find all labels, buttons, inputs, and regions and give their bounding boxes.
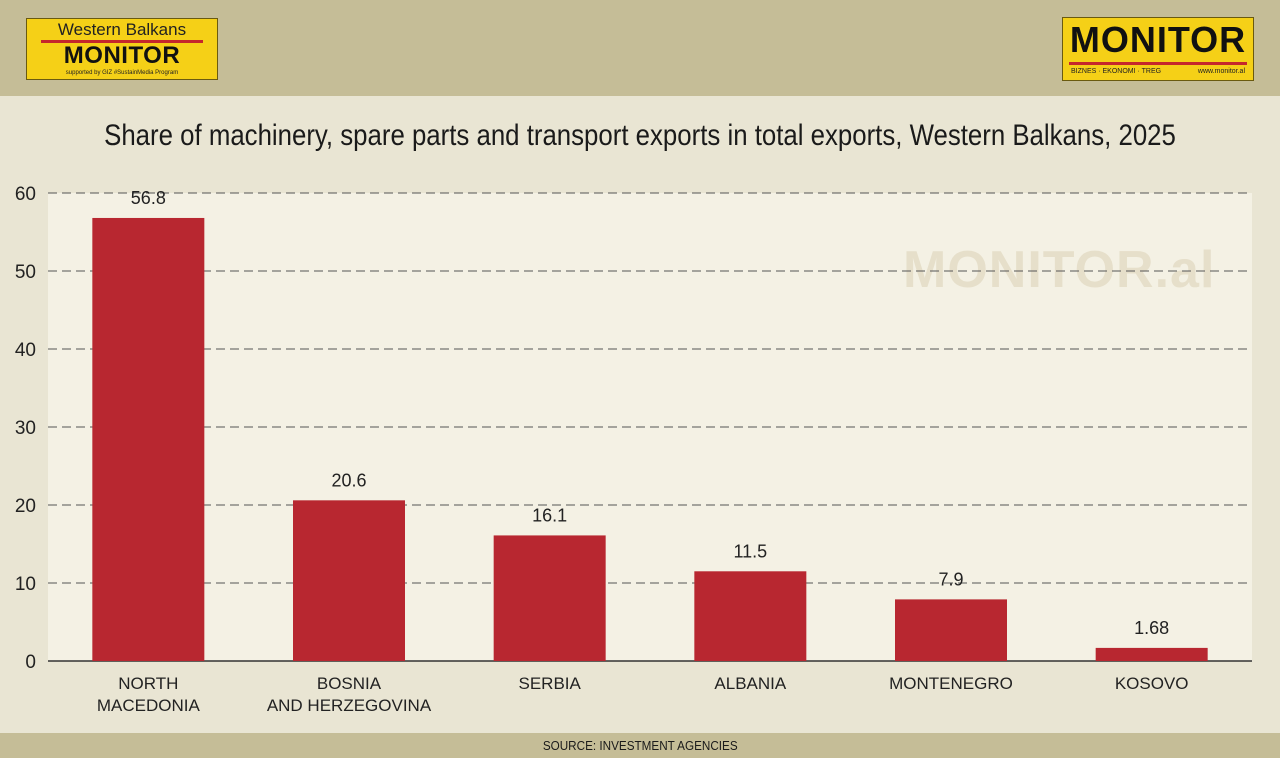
bar <box>895 599 1007 661</box>
data-label: 7.9 <box>938 569 963 589</box>
bar <box>493 535 606 661</box>
logo-left-sub-text: supported by GIZ #SustainMedia Program <box>65 70 179 76</box>
y-tick-label: 30 <box>15 418 36 439</box>
x-tick-label: KOSOVO <box>1115 674 1189 693</box>
logo-left-top-text: Western Balkans <box>57 20 187 39</box>
x-tick-label: AND HERZEGOVINA <box>267 696 432 715</box>
western-balkans-monitor-logo: Western Balkans MONITOR supported by GIZ… <box>26 18 218 80</box>
data-label: 20.6 <box>331 470 366 490</box>
data-label: 1.68 <box>1134 618 1169 638</box>
x-tick-label: BOSNIA <box>317 674 382 693</box>
logo-right-tagline: BIZNES · EKONOMI · TREG <box>1071 68 1162 75</box>
source-footer: SOURCE: INVESTMENT AGENCIES <box>0 733 1280 758</box>
logo-right-main-text: MONITOR <box>1069 19 1247 60</box>
y-tick-label: 10 <box>15 574 36 595</box>
data-label: 56.8 <box>131 188 166 208</box>
x-tick-label: MONTENEGRO <box>889 674 1013 693</box>
x-tick-label: ALBANIA <box>714 674 786 693</box>
bar <box>92 217 205 661</box>
y-tick-label: 20 <box>15 496 36 517</box>
y-tick-label: 0 <box>25 652 36 673</box>
monitor-logo: MONITOR BIZNES · EKONOMI · TREG www.moni… <box>1062 17 1254 81</box>
y-tick-label: 50 <box>15 262 36 283</box>
x-tick-label: SERBIA <box>518 674 581 693</box>
x-tick-label: NORTH <box>118 674 178 693</box>
logo-right-url: www.monitor.al <box>1197 68 1245 75</box>
y-tick-label: 60 <box>15 184 36 205</box>
bar <box>293 500 405 661</box>
chart-title: Share of machinery, spare parts and tran… <box>104 119 1176 152</box>
x-tick-label: MACEDONIA <box>97 696 201 715</box>
source-text: SOURCE: INVESTMENT AGENCIES <box>542 738 738 753</box>
bar <box>1095 647 1208 661</box>
y-tick-label: 40 <box>15 340 36 361</box>
watermark: MONITOR.al <box>903 241 1216 299</box>
data-label: 16.1 <box>532 505 567 525</box>
logo-left-main-text: MONITOR <box>63 42 181 69</box>
bar <box>694 571 807 661</box>
logo-right-rule <box>1069 62 1247 65</box>
logo-left-rule <box>41 40 203 43</box>
data-label: 11.5 <box>733 541 767 561</box>
